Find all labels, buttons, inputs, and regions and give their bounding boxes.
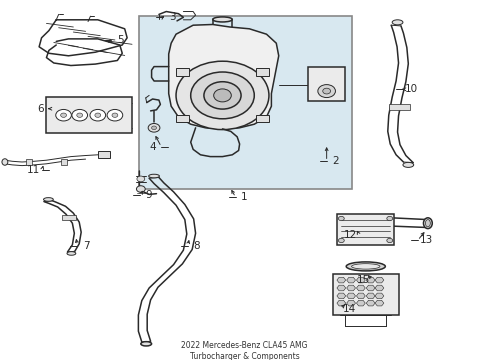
Bar (98, 151, 110, 158)
Circle shape (386, 238, 392, 243)
Bar (139, 16, 351, 189)
Bar (388, 104, 409, 110)
Bar (307, 67, 344, 101)
Ellipse shape (425, 220, 429, 227)
Bar (255, 115, 269, 122)
Ellipse shape (346, 262, 385, 271)
Circle shape (137, 176, 144, 182)
Ellipse shape (67, 252, 76, 255)
Circle shape (317, 85, 335, 98)
Text: 2: 2 (331, 156, 338, 166)
Circle shape (107, 109, 122, 121)
Ellipse shape (148, 174, 159, 178)
Bar (337, 214, 393, 245)
Text: 7: 7 (82, 240, 89, 251)
Circle shape (148, 123, 160, 132)
Bar (332, 274, 398, 315)
Circle shape (112, 113, 118, 117)
Text: 13: 13 (419, 235, 432, 246)
Text: 14: 14 (342, 304, 355, 314)
Ellipse shape (212, 17, 232, 22)
Circle shape (61, 113, 66, 117)
Ellipse shape (2, 159, 8, 165)
Circle shape (203, 82, 241, 109)
Text: 5: 5 (117, 35, 123, 45)
Ellipse shape (43, 198, 53, 201)
Bar (26, 159, 32, 165)
Circle shape (90, 109, 105, 121)
Circle shape (190, 72, 254, 119)
Ellipse shape (141, 342, 151, 346)
Bar (255, 68, 269, 76)
Ellipse shape (423, 218, 431, 229)
Circle shape (95, 113, 101, 117)
Bar (46, 97, 132, 133)
Text: 9: 9 (145, 190, 152, 200)
Text: 10: 10 (405, 84, 417, 94)
Bar (175, 115, 189, 122)
Ellipse shape (402, 162, 413, 167)
Bar (175, 68, 189, 76)
Text: 6: 6 (37, 104, 44, 114)
Text: 15: 15 (356, 275, 370, 285)
Text: 8: 8 (193, 240, 200, 251)
Circle shape (136, 186, 145, 192)
Ellipse shape (391, 20, 402, 25)
Circle shape (338, 238, 344, 243)
Circle shape (56, 109, 71, 121)
Bar (61, 159, 66, 165)
Ellipse shape (351, 264, 379, 269)
Text: 12: 12 (343, 230, 356, 240)
Bar (61, 215, 76, 220)
Circle shape (386, 216, 392, 221)
Text: 11: 11 (26, 165, 40, 175)
Circle shape (176, 61, 268, 130)
Polygon shape (168, 24, 278, 129)
Text: 2022 Mercedes-Benz CLA45 AMG
Turbocharger & Components: 2022 Mercedes-Benz CLA45 AMG Turbocharge… (181, 341, 307, 360)
Circle shape (72, 109, 87, 121)
Circle shape (77, 113, 82, 117)
Circle shape (338, 216, 344, 221)
Circle shape (213, 89, 231, 102)
Text: 3: 3 (168, 12, 175, 22)
Text: 1: 1 (241, 192, 247, 202)
Circle shape (151, 126, 156, 130)
Circle shape (322, 88, 330, 94)
Text: 4: 4 (149, 142, 156, 152)
